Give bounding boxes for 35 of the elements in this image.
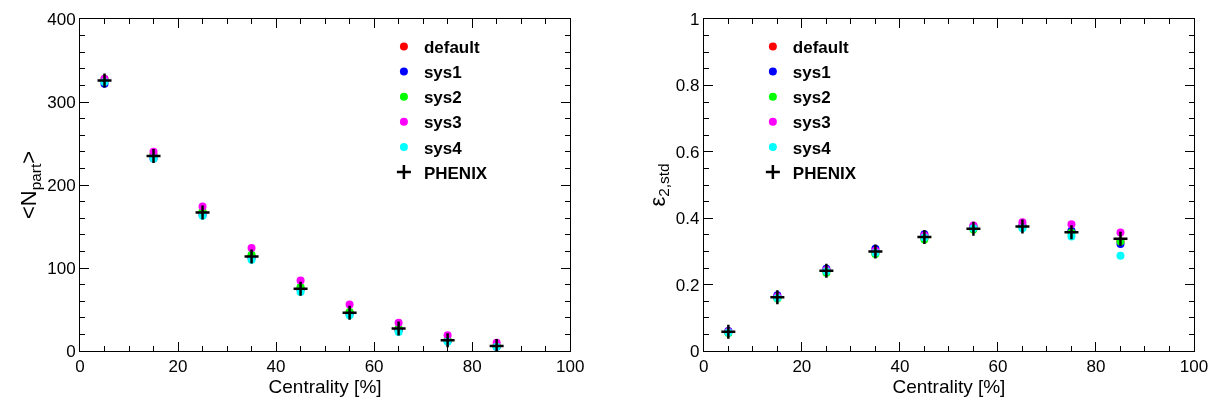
- x-axis-title: Centrality [%]: [268, 376, 382, 398]
- legend-label: default: [423, 38, 480, 58]
- x-axis-title: Centrality [%]: [892, 376, 1006, 398]
- legend-label: sys2: [423, 88, 462, 108]
- legend-label: sys4: [792, 138, 832, 158]
- legend-label: sys2: [792, 88, 831, 108]
- x-tick-label: 20: [792, 357, 812, 377]
- y-tick-label: 0.6: [675, 142, 700, 162]
- y-tick-label: 400: [47, 9, 76, 29]
- y-tick-label: 0.4: [675, 209, 700, 229]
- x-tick-label: 60: [988, 357, 1008, 377]
- x-tick-label: 80: [1086, 357, 1106, 377]
- x-tick-label: 100: [555, 357, 585, 377]
- x-tick-label: 80: [462, 357, 482, 377]
- x-tick-label: 40: [266, 357, 286, 377]
- y-tick-label: 0.2: [675, 275, 700, 295]
- legend-label: PHENIX: [792, 163, 857, 183]
- y-tick-label: 0: [66, 341, 76, 361]
- y-tick-label: 0.8: [675, 76, 700, 96]
- x-tick-label: 60: [364, 357, 384, 377]
- legend-label: default: [792, 38, 849, 58]
- x-tick-label: 20: [168, 357, 188, 377]
- y-tick-label: 100: [47, 258, 76, 278]
- y-tick-label: 200: [47, 175, 76, 195]
- y-tick-label: 0: [689, 341, 700, 361]
- legend-label: sys1: [792, 63, 831, 83]
- x-tick-label: 40: [890, 357, 910, 377]
- legend-label: sys3: [423, 113, 462, 133]
- legend-label: PHENIX: [423, 163, 488, 183]
- legend-label: sys3: [792, 113, 831, 133]
- y-tick-label: 300: [47, 92, 76, 112]
- legend-label: sys1: [423, 63, 462, 83]
- x-tick-label: 100: [1179, 357, 1209, 377]
- legend-label: sys4: [423, 138, 463, 158]
- y-tick-label: 1: [689, 9, 700, 29]
